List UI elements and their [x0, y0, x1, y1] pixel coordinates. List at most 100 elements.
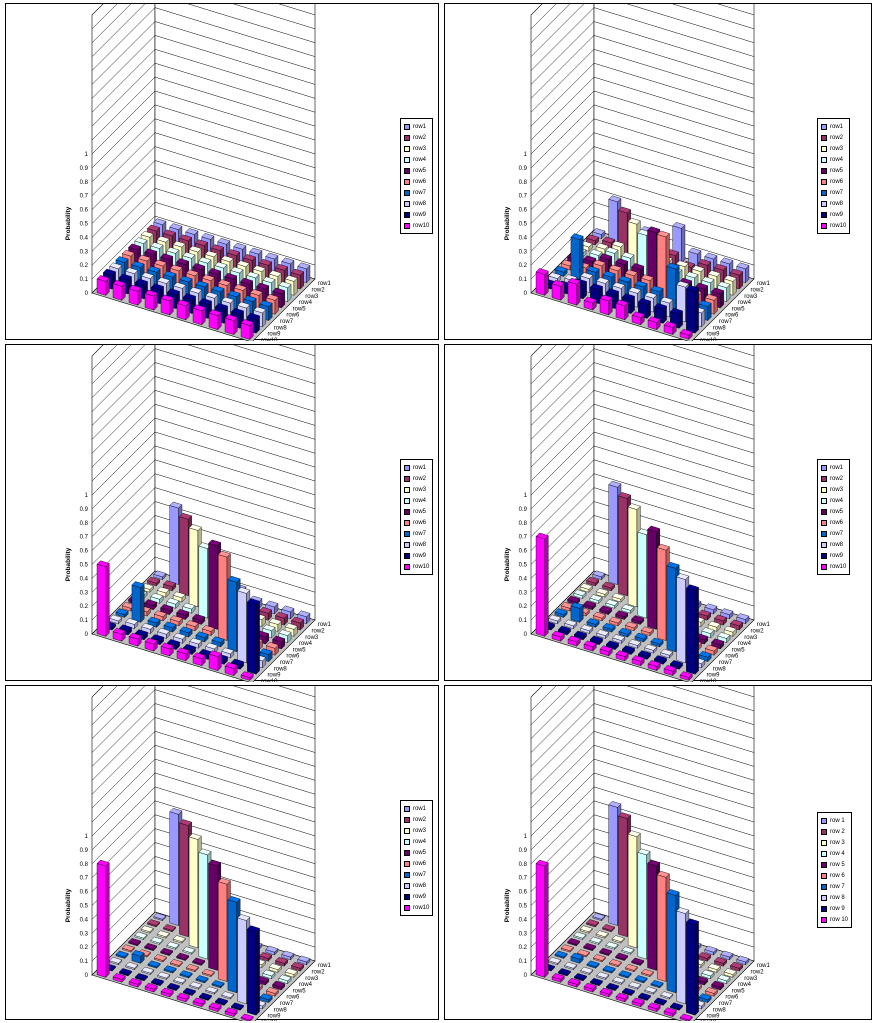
bar [595, 930, 609, 939]
y-tick-label: 0.1 [80, 277, 89, 283]
legend-label: row 9 [830, 905, 845, 912]
y-tick-label: 0.6 [519, 549, 528, 555]
gridline [91, 689, 316, 753]
bar [704, 945, 718, 956]
y-tick-label: 0.9 [80, 507, 89, 513]
legend-entry: row1 [821, 121, 846, 132]
bar [586, 576, 600, 587]
legend-entry: row3 [404, 143, 429, 154]
gridline [91, 842, 316, 906]
bar [599, 947, 613, 957]
bar [211, 980, 225, 989]
chart-panel-1: ITERATION 100.10.20.30.40.50.60.70.80.91… [444, 3, 872, 341]
row-axis-label: row3 [744, 976, 758, 982]
y-tick-label: 0 [524, 973, 528, 979]
bar [163, 924, 177, 933]
bar [570, 952, 584, 964]
gridline [91, 62, 316, 127]
legend-entry: row5 [404, 506, 429, 517]
legend-swatch [821, 861, 827, 868]
gridline [530, 731, 755, 795]
chart-legend: row1 row2 row3 row4 row5 row6 row7 row8 row9 row1… [400, 459, 434, 575]
bar [265, 945, 279, 956]
legend-swatch [404, 871, 410, 878]
legend-entry: row8 [404, 198, 429, 209]
bar [240, 671, 254, 681]
bar [576, 949, 590, 958]
gridline [530, 76, 755, 141]
y-tick-label: 0 [524, 291, 528, 297]
gridline [91, 4, 316, 43]
row-axis-label: row1 [318, 622, 332, 628]
legend-entry: row7 [404, 187, 429, 198]
row-axis-label: row7 [719, 660, 733, 666]
legend-label: row9 [830, 211, 844, 218]
row-axis-label: row10 [700, 679, 717, 682]
legend-entry: row3 [821, 143, 846, 154]
legend-swatch [404, 552, 410, 559]
legend-swatch [404, 838, 410, 845]
bar [730, 961, 744, 972]
y-tick-label: 0.3 [519, 249, 528, 255]
bar [96, 859, 110, 978]
gridline [530, 556, 755, 621]
bar [714, 957, 728, 967]
bar [560, 944, 574, 953]
bar [278, 974, 292, 985]
bar [153, 570, 167, 581]
legend-swatch [821, 145, 827, 152]
legend-swatch [404, 189, 410, 196]
gridline [91, 174, 316, 238]
bar [115, 608, 129, 618]
bar [608, 959, 622, 968]
y-tick-label: 0.6 [519, 208, 528, 214]
bar [631, 615, 645, 625]
row-axis-label: row6 [286, 313, 300, 319]
gridline [91, 403, 316, 468]
bar [265, 600, 279, 615]
bar [586, 960, 600, 969]
legend-swatch [821, 123, 827, 130]
bar [634, 975, 648, 984]
legend-entry: row7 [821, 528, 846, 539]
bar [96, 560, 110, 637]
gridline [530, 90, 755, 155]
bar [599, 294, 613, 316]
bar [583, 296, 597, 311]
legend-entry: row5 [404, 165, 429, 176]
row-axis-label: row9 [706, 1014, 720, 1020]
bar [109, 957, 123, 966]
bar [156, 930, 170, 939]
bar [230, 1002, 244, 1011]
legend-swatch [404, 211, 410, 218]
legend-entry: row 2 [821, 826, 848, 837]
bar [192, 652, 206, 667]
gridline [91, 160, 316, 224]
y-tick-label: 0.4 [80, 576, 89, 582]
bar [140, 925, 154, 934]
gridline [530, 49, 755, 113]
gridline [530, 348, 755, 412]
chart-legend: row1 row2 row3 row4 row5 row6 row7 row8 row9 row1… [400, 118, 434, 234]
legend-swatch [821, 916, 827, 923]
row-axis-label: row8 [274, 1007, 288, 1013]
bar [268, 618, 282, 632]
y-tick-label: 0.8 [80, 521, 89, 527]
gridline [530, 376, 755, 440]
bar [602, 623, 616, 633]
row-axis-label: row2 [751, 287, 765, 293]
legend-entry: row 10 [821, 914, 848, 925]
legend-entry: row9 [821, 550, 846, 561]
bar [297, 955, 311, 966]
gridline [91, 686, 316, 739]
legend-entry: row4 [404, 836, 429, 847]
legend-label: row1 [413, 805, 427, 812]
legend-entry: row1 [404, 121, 429, 132]
y-tick-label: 0.3 [519, 931, 528, 937]
bar [275, 957, 289, 967]
row-axis-label: row6 [725, 313, 739, 319]
gridline [530, 417, 755, 482]
y-tick-label: 0.2 [80, 263, 89, 269]
legend-label: row6 [413, 860, 427, 867]
row-axis-label: row9 [267, 1014, 281, 1020]
